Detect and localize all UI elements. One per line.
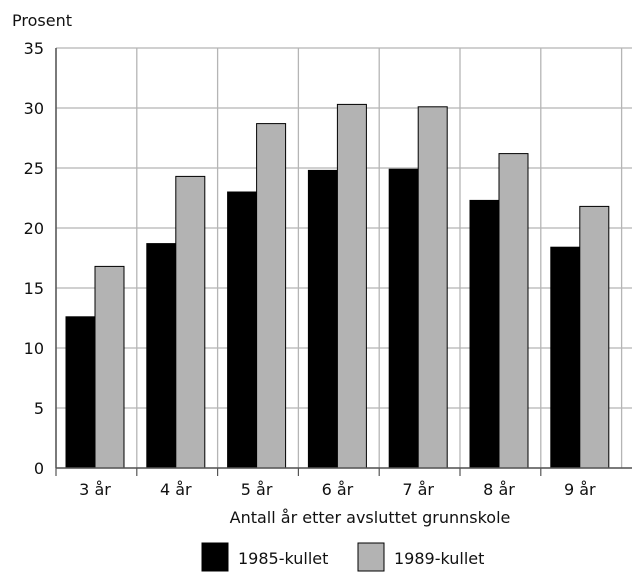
legend-label: 1989-kullet xyxy=(394,549,484,568)
x-tick-label: 8 år xyxy=(483,480,515,499)
legend-label: 1985-kullet xyxy=(238,549,328,568)
bar-series-2 xyxy=(417,106,448,469)
y-axis-ticks: 0 5 10 15 20 25 30 35 xyxy=(24,39,57,478)
bars xyxy=(65,103,610,469)
y-tick-label: 30 xyxy=(24,99,44,118)
bar-series-1 xyxy=(146,243,177,469)
y-tick-label: 15 xyxy=(24,279,44,298)
y-tick-label: 25 xyxy=(24,159,44,178)
bar-series-1 xyxy=(227,191,258,469)
y-tick-label: 5 xyxy=(34,399,44,418)
bar-series-2 xyxy=(175,175,206,469)
bar-series-1 xyxy=(388,168,419,469)
y-tick-label: 20 xyxy=(24,219,44,238)
bar-series-1 xyxy=(550,246,581,469)
x-tick-label: 6 år xyxy=(322,480,354,499)
legend-swatch xyxy=(357,542,385,572)
x-tick-label: 9 år xyxy=(564,480,596,499)
bar-series-2 xyxy=(498,153,529,469)
x-tick-label: 3 år xyxy=(79,480,111,499)
y-tick-label: 0 xyxy=(34,459,44,478)
bar-series-2 xyxy=(256,123,287,469)
x-axis-ticks: 3 år 4 år 5 år 6 år 7 år 8 år 9 år xyxy=(55,467,632,499)
y-tick-label: 35 xyxy=(24,39,44,58)
bar-series-1 xyxy=(469,199,500,469)
legend: 1985-kullet 1989-kullet xyxy=(201,542,484,572)
x-axis-title: Antall år etter avsluttet grunnskole xyxy=(230,508,511,527)
y-tick-label: 10 xyxy=(24,339,44,358)
y-axis-title: Prosent xyxy=(12,11,72,30)
x-tick-label: 5 år xyxy=(241,480,273,499)
x-tick-label: 4 år xyxy=(160,480,192,499)
x-tick-label: 7 år xyxy=(402,480,434,499)
bar-series-2 xyxy=(94,265,125,469)
bar-series-1 xyxy=(65,316,96,469)
bar-series-2 xyxy=(336,103,367,469)
legend-swatch xyxy=(201,542,229,572)
bar-series-2 xyxy=(579,205,610,469)
bar-series-1 xyxy=(307,169,338,469)
